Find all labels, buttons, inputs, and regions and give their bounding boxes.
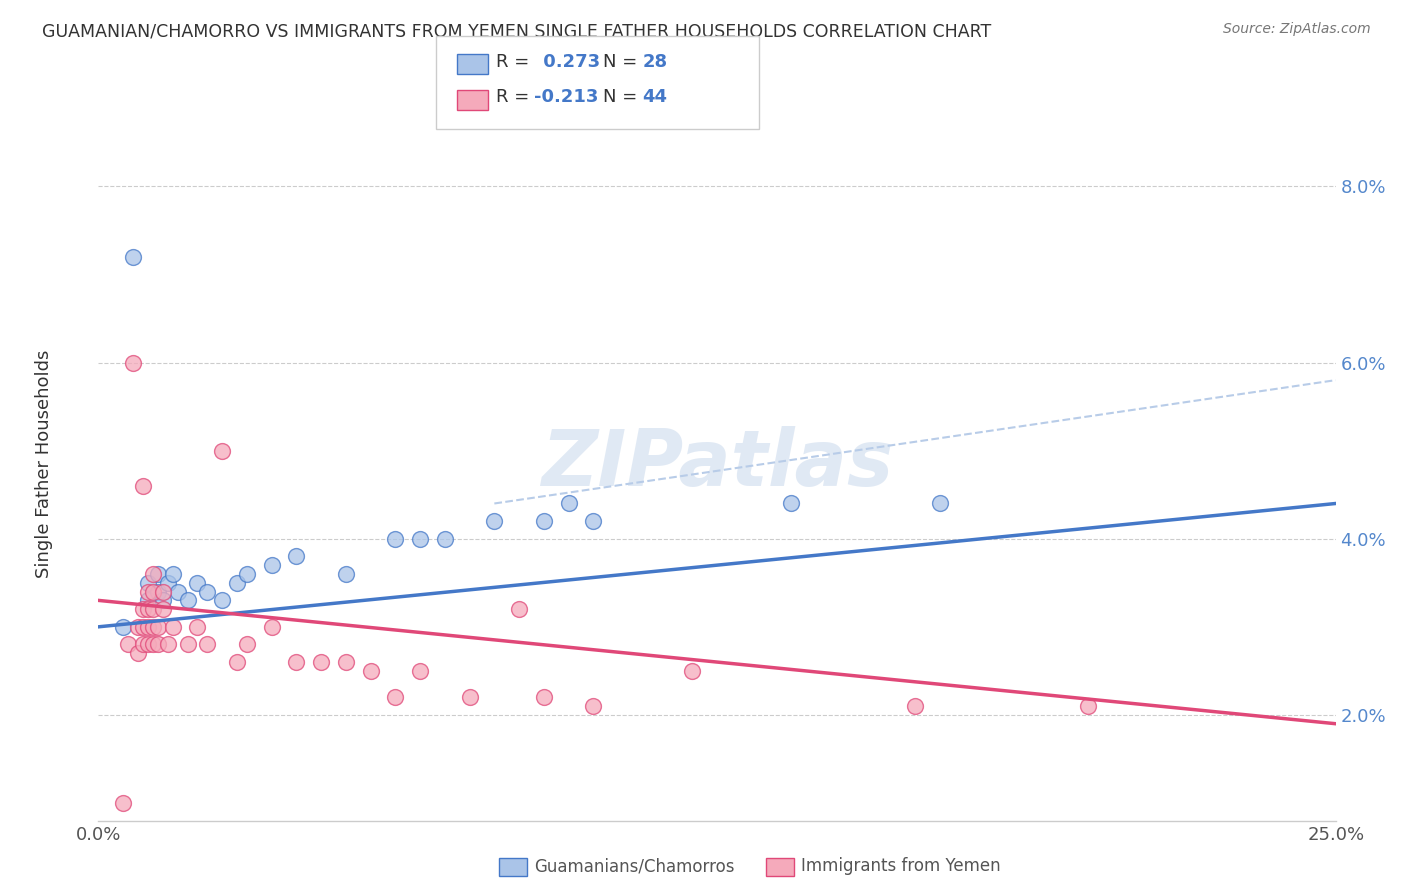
Point [127, 646, 149, 660]
Point [142, 620, 165, 634]
Point [132, 637, 155, 651]
Point [285, 655, 308, 669]
Point [152, 584, 174, 599]
Point [152, 593, 174, 607]
Point [122, 250, 145, 264]
Point [582, 514, 605, 528]
Text: N =: N = [603, 88, 643, 106]
Text: 0.273: 0.273 [537, 53, 600, 70]
Point [136, 602, 159, 616]
Point [142, 566, 165, 581]
Text: Guamanians/Chamorros: Guamanians/Chamorros [534, 857, 735, 875]
Point [409, 532, 432, 546]
Point [176, 637, 198, 651]
Point [112, 620, 135, 634]
Point [533, 690, 555, 705]
Point [1077, 699, 1099, 714]
Point [484, 514, 506, 528]
Point [186, 575, 208, 590]
Point [335, 566, 357, 581]
Point [136, 637, 159, 651]
Text: R =: R = [496, 53, 536, 70]
Point [211, 593, 233, 607]
Point [156, 575, 179, 590]
Text: R =: R = [496, 88, 536, 106]
Point [236, 637, 259, 651]
Point [136, 575, 159, 590]
Point [360, 664, 382, 678]
Point [132, 479, 155, 493]
Point [127, 620, 149, 634]
Text: Source: ZipAtlas.com: Source: ZipAtlas.com [1223, 22, 1371, 37]
Point [142, 637, 165, 651]
Point [681, 664, 703, 678]
Point [226, 655, 249, 669]
Point [132, 602, 155, 616]
Point [142, 602, 165, 616]
Point [132, 620, 155, 634]
Point [309, 655, 332, 669]
Point [335, 655, 357, 669]
Point [433, 532, 456, 546]
Point [152, 602, 174, 616]
Point [162, 566, 184, 581]
Point [260, 558, 283, 573]
Point [117, 637, 139, 651]
Point [162, 620, 184, 634]
Point [136, 584, 159, 599]
Point [384, 690, 406, 705]
Point [260, 620, 283, 634]
Point [285, 549, 308, 564]
Point [142, 584, 165, 599]
Point [236, 566, 259, 581]
Point [195, 584, 218, 599]
Point [557, 496, 579, 510]
Text: -0.213: -0.213 [534, 88, 599, 106]
Point [112, 796, 135, 810]
Text: N =: N = [603, 53, 643, 70]
Text: GUAMANIAN/CHAMORRO VS IMMIGRANTS FROM YEMEN SINGLE FATHER HOUSEHOLDS CORRELATION: GUAMANIAN/CHAMORRO VS IMMIGRANTS FROM YE… [42, 22, 991, 40]
Point [156, 637, 179, 651]
Point [146, 620, 169, 634]
Point [928, 496, 950, 510]
Point [508, 602, 530, 616]
Point [904, 699, 927, 714]
Point [136, 593, 159, 607]
Text: Immigrants from Yemen: Immigrants from Yemen [801, 857, 1001, 875]
Point [146, 637, 169, 651]
Point [195, 637, 218, 651]
Text: Single Father Households: Single Father Households [35, 350, 53, 578]
Point [166, 584, 188, 599]
Point [146, 566, 169, 581]
Point [582, 699, 605, 714]
Point [176, 593, 198, 607]
Text: ZIPatlas: ZIPatlas [541, 425, 893, 502]
Point [533, 514, 555, 528]
Text: 28: 28 [643, 53, 668, 70]
Point [409, 664, 432, 678]
Point [136, 620, 159, 634]
Text: 44: 44 [643, 88, 668, 106]
Point [211, 443, 233, 458]
Point [384, 532, 406, 546]
Point [458, 690, 481, 705]
Point [146, 584, 169, 599]
Point [780, 496, 803, 510]
Point [122, 355, 145, 369]
Point [226, 575, 249, 590]
Point [186, 620, 208, 634]
